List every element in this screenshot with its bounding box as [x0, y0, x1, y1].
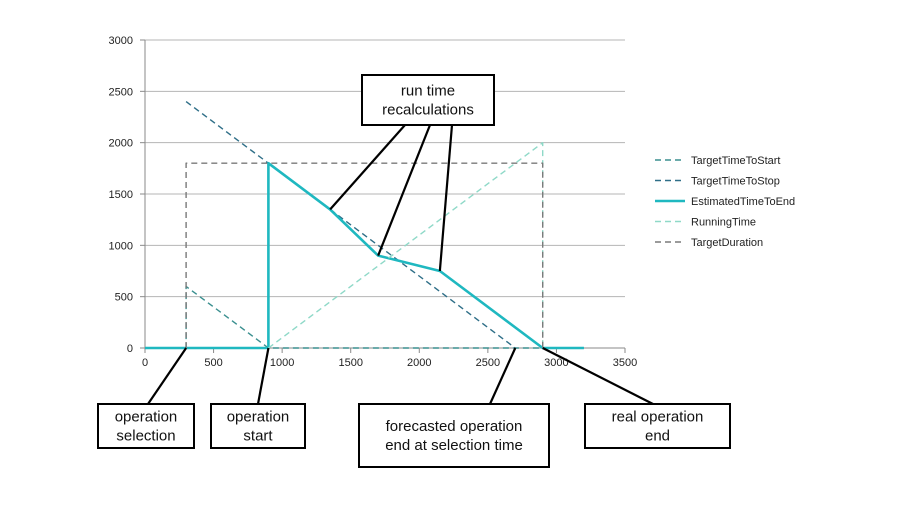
annotation-text: end at selection time: [385, 437, 523, 454]
annotation-text: forecasted operation: [386, 418, 523, 435]
x-tick-label: 2000: [407, 357, 431, 369]
annotation-text: start: [243, 428, 273, 445]
y-tick-label: 1000: [109, 240, 133, 252]
annotation-leader-line: [438, 124, 454, 272]
series-lines: [145, 101, 584, 350]
annotation-box: [361, 74, 495, 126]
series-estimated-time-to-end: [145, 161, 584, 350]
legend: TargetTimeToStart TargetTimeToStop Estimat…: [655, 155, 795, 249]
series-running-time: [267, 141, 544, 349]
y-tick-label: 500: [115, 292, 133, 304]
annotation-box: [210, 403, 306, 449]
legend-label: TargetTimeToStop: [691, 176, 780, 188]
annotation-box: [584, 403, 731, 449]
annotation-box: [97, 403, 195, 449]
annotation-leader-line: [377, 124, 432, 257]
annotation-leader-line: [542, 347, 654, 405]
x-tick-label: 2500: [476, 357, 500, 369]
annotation-box: [358, 403, 550, 468]
series-target-time-to-start: [145, 285, 584, 349]
annotation-text: end: [645, 428, 670, 445]
legend-label: RunningTime: [691, 217, 756, 229]
annotation-text: run time: [401, 83, 455, 100]
x-tick-label: 1000: [270, 357, 294, 369]
annotation-leader-line: [488, 347, 517, 405]
x-tick-label: 3500: [613, 357, 637, 369]
annotations: run time recalculations operation selection…: [97, 74, 731, 468]
series-target-time-to-stop: [185, 101, 516, 349]
legend-label: TargetTimeToStart: [691, 155, 780, 167]
annotation-leader-line: [256, 347, 270, 405]
y-tick-label: 1500: [109, 189, 133, 201]
x-tick-label: 1500: [338, 357, 362, 369]
annotation-text: recalculations: [382, 102, 474, 119]
annotation-text: real operation: [612, 409, 704, 426]
x-tick-label: 500: [204, 357, 222, 369]
x-tick-label: 0: [142, 357, 148, 369]
x-tick-label: 3000: [544, 357, 568, 369]
annotation-text: operation: [227, 409, 290, 426]
legend-label: TargetDuration: [691, 237, 763, 249]
series-target-duration: [185, 162, 544, 348]
annotation-text: selection: [116, 428, 175, 445]
legend-label: EstimatedTimeToEnd: [691, 196, 795, 208]
y-tick-label: 2500: [109, 86, 133, 98]
annotation-leader-line: [329, 124, 406, 211]
y-tick-label: 0: [127, 343, 133, 355]
annotation-leader-line: [147, 347, 188, 405]
annotation-text: operation: [115, 409, 178, 426]
y-tick-label: 3000: [109, 35, 133, 47]
y-tick-label: 2000: [109, 138, 133, 150]
